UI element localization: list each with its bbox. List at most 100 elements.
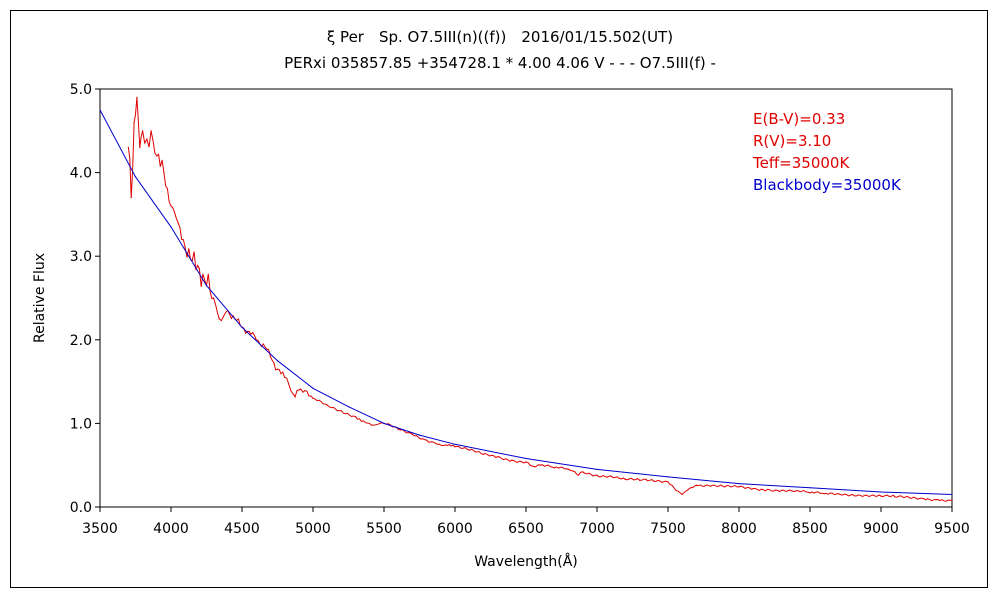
x-tick-label-9: 8000 xyxy=(721,521,757,537)
blackbody-point-4 xyxy=(241,326,243,328)
observed-point-38 xyxy=(438,443,440,445)
y-axis-title: Relative Flux xyxy=(32,253,48,343)
observed-point-45 xyxy=(534,466,536,468)
observed-point-60 xyxy=(710,485,712,487)
observed-point-53 xyxy=(624,478,627,481)
observed-point-3 xyxy=(136,96,138,98)
observed-point-67 xyxy=(809,492,811,494)
observed-point-27 xyxy=(292,393,294,395)
chart-title: ξ Per Sp. O7.5III(n)((f)) 2016/01/15.502… xyxy=(326,28,674,46)
plot-area xyxy=(99,88,953,508)
observed-point-69 xyxy=(837,493,840,495)
blackbody-point-6 xyxy=(312,387,314,389)
y-axis-ticks: 0.0 1.0 2.0 3.0 4.0 5.0 xyxy=(70,82,100,516)
blackbody-point-7 xyxy=(347,406,350,408)
observed-point-62 xyxy=(738,486,740,488)
observed-point-21 xyxy=(248,330,250,333)
x-tick-label-6: 6500 xyxy=(508,521,544,537)
x-tick-label-2: 4500 xyxy=(224,521,260,537)
observed-point-6 xyxy=(146,138,148,140)
observed-point-30 xyxy=(326,404,328,406)
y-tick-label-1: 1.0 xyxy=(70,416,92,432)
observed-point-5 xyxy=(142,130,144,132)
observed-point-47 xyxy=(553,467,556,469)
blackbody-point-12 xyxy=(596,468,598,470)
observed-spectrum-line xyxy=(127,97,952,502)
observed-point-33 xyxy=(370,424,372,426)
y-tick-label-2: 2.0 xyxy=(70,333,92,349)
observed-point-76 xyxy=(937,498,939,501)
observed-point-64 xyxy=(766,488,769,491)
observed-point-1 xyxy=(130,197,132,199)
blackbody-point-5 xyxy=(276,360,279,362)
observed-point-12 xyxy=(184,247,186,249)
x-tick-label-0: 3500 xyxy=(82,521,118,537)
blackbody-point-10 xyxy=(454,443,456,445)
legend-label-1: R(V)=3.10 xyxy=(753,132,831,150)
observed-point-37 xyxy=(426,439,428,441)
observed-point-72 xyxy=(880,495,882,497)
blackbody-series xyxy=(99,109,953,496)
observed-point-75 xyxy=(923,498,925,500)
observed-point-4 xyxy=(139,146,141,149)
blackbody-point-0 xyxy=(99,109,101,111)
observed-point-16 xyxy=(213,297,215,299)
observed-point-2 xyxy=(133,121,135,124)
chart-subtitle: PERxi 035857.85 +354728.1 * 4.00 4.06 V … xyxy=(284,54,716,72)
observed-point-58 xyxy=(688,488,690,490)
observed-point-52 xyxy=(610,475,612,477)
observed-point-36 xyxy=(411,433,413,435)
observed-point-23 xyxy=(262,343,264,345)
observed-point-49 xyxy=(577,474,580,476)
observed-point-50 xyxy=(582,471,584,473)
legend-label-0: E(B-V)=0.33 xyxy=(753,110,845,128)
blackbody-point-11 xyxy=(525,457,527,460)
blackbody-point-3 xyxy=(205,284,208,287)
observed-point-8 xyxy=(156,155,158,157)
observed-point-42 xyxy=(497,456,499,458)
x-tick-label-12: 9500 xyxy=(934,521,970,537)
observed-point-70 xyxy=(852,493,854,496)
observed-point-44 xyxy=(525,461,527,463)
observed-point-68 xyxy=(823,493,825,495)
observed-point-29 xyxy=(312,397,314,399)
observed-point-10 xyxy=(170,205,172,207)
observed-point-51 xyxy=(596,474,598,476)
blackbody-point-17 xyxy=(951,493,953,496)
observed-point-32 xyxy=(355,416,357,418)
blackbody-point-13 xyxy=(667,476,669,478)
blackbody-point-15 xyxy=(809,487,811,489)
blackbody-point-9 xyxy=(418,434,421,436)
observed-point-7 xyxy=(150,130,152,132)
observed-spectrum-series xyxy=(127,96,953,502)
x-tick-label-11: 9000 xyxy=(863,521,899,537)
observed-point-59 xyxy=(695,484,698,486)
x-axis-ticks: 3500 4000 4500 5000 5500 6000 6500 7000 7500 8000… xyxy=(82,507,970,537)
observed-point-35 xyxy=(397,428,399,430)
observed-point-31 xyxy=(340,410,342,412)
observed-point-25 xyxy=(276,368,279,370)
observed-point-77 xyxy=(951,499,953,501)
y-tick-label-4: 4.0 xyxy=(70,166,92,182)
x-tick-label-10: 8500 xyxy=(792,521,828,537)
x-tick-label-5: 6000 xyxy=(437,521,473,537)
observed-point-55 xyxy=(653,480,655,482)
x-tick-label-8: 7500 xyxy=(650,521,686,537)
observed-point-14 xyxy=(198,268,200,270)
observed-point-17 xyxy=(218,318,220,320)
y-tick-label-3: 3.0 xyxy=(70,249,92,265)
observed-point-63 xyxy=(752,488,754,490)
observed-point-0 xyxy=(127,146,129,149)
observed-point-46 xyxy=(539,464,541,466)
legend: E(B-V)=0.33 R(V)=3.10 Teff=35000K Blackbody… xyxy=(752,110,902,194)
blackbody-point-8 xyxy=(383,422,385,424)
observed-point-26 xyxy=(284,376,286,379)
observed-point-61 xyxy=(724,486,726,488)
observed-point-74 xyxy=(908,497,911,499)
x-axis-title: Wavelength(Å) xyxy=(474,553,578,570)
observed-point-28 xyxy=(298,389,300,391)
blackbody-point-14 xyxy=(738,482,740,485)
observed-point-73 xyxy=(894,496,896,498)
observed-point-57 xyxy=(681,493,683,496)
